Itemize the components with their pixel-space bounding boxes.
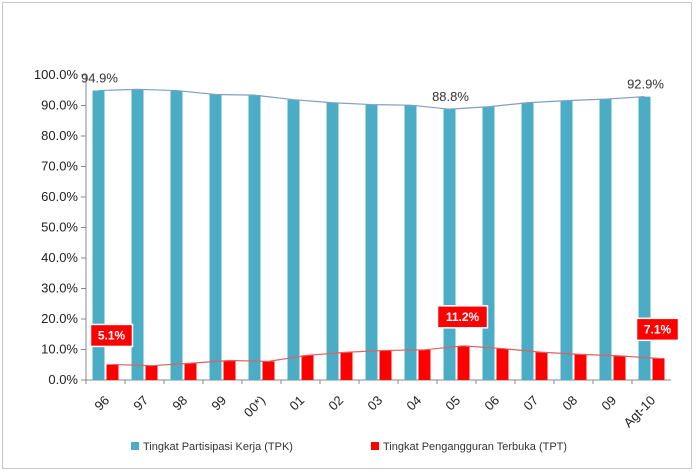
y-tick-label: 80.0% — [41, 128, 78, 143]
tpt-bar — [184, 363, 197, 380]
tpt-data-label: 7.1% — [644, 322, 672, 336]
x-tick-label: 97 — [130, 393, 151, 414]
tpk-bar — [131, 89, 144, 381]
tpt-bar — [457, 345, 470, 380]
tpk-data-label: 88.8% — [432, 89, 469, 104]
x-tick-label: 01 — [286, 393, 307, 414]
tpt-data-label: 5.1% — [98, 328, 126, 342]
tpt-bar — [262, 361, 275, 380]
tpk-bar — [521, 102, 534, 380]
x-tick-label: Agt-10 — [621, 393, 659, 431]
tpt-bar — [535, 352, 548, 380]
tpk-bar — [560, 100, 573, 381]
tpk-bar — [248, 95, 261, 380]
legend-swatch-tpk — [131, 442, 139, 450]
tpk-data-label: 94.9% — [81, 71, 118, 86]
x-tick-label: 98 — [169, 393, 190, 414]
x-tick-label: 96 — [91, 393, 112, 414]
x-tick-label: 03 — [364, 393, 385, 414]
x-tick-label: 07 — [520, 393, 541, 414]
y-tick-label: 90.0% — [41, 98, 78, 113]
tpt-bar — [145, 365, 158, 380]
tpt-trend-line — [112, 345, 659, 367]
tpk-bar — [209, 94, 222, 381]
tpk-bar — [287, 99, 300, 380]
y-tick-label: 60.0% — [41, 189, 78, 204]
x-tick-label: 08 — [559, 393, 580, 414]
y-tick-label: 50.0% — [41, 220, 78, 235]
x-tick-label: 00*) — [241, 393, 268, 420]
tpt-bar — [652, 358, 665, 380]
tpk-bar — [443, 109, 456, 380]
tpt-bar — [574, 354, 587, 380]
y-tick-label: 100.0% — [34, 67, 79, 82]
x-tick-label: 05 — [442, 393, 463, 414]
tpt-bar — [496, 348, 509, 380]
legend-swatch-tpt — [371, 442, 379, 450]
x-tick-label: 06 — [481, 393, 502, 414]
y-tick-label: 30.0% — [41, 281, 78, 296]
tpt-data-label-badge — [436, 305, 489, 329]
tpt-bar — [418, 349, 431, 380]
bar-chart: 0.0% 10.0% 20.0% 30.0% 40.0% 50.0% 60.0% 70.0% 8… — [34, 67, 680, 453]
tpk-bar — [482, 106, 495, 380]
tpk-bar — [92, 90, 105, 381]
y-tick-label: 10.0% — [41, 342, 78, 357]
y-tick-label: 70.0% — [41, 159, 78, 174]
tpk-bar — [170, 90, 183, 381]
tpt-bar — [340, 352, 353, 380]
tpk-bar — [638, 96, 651, 380]
tpt-data-label-badge — [89, 323, 134, 348]
tpk-bar — [365, 104, 378, 381]
x-tick-label: 04 — [403, 393, 424, 414]
tpk-bar — [599, 99, 612, 380]
tpt-bar — [301, 355, 314, 380]
tpk-bar — [326, 102, 339, 380]
tpt-bar — [106, 364, 119, 380]
y-tick-label: 0.0% — [48, 372, 78, 387]
tpt-bar — [613, 355, 626, 380]
legend-label-tpt: Tingkat Pengangguran Terbuka (TPT) — [383, 441, 567, 453]
y-tick-label: 20.0% — [41, 311, 78, 326]
tpt-data-label: 11.2% — [446, 310, 480, 324]
y-tick-label: 40.0% — [41, 250, 78, 265]
chart-frame: 0.0% 10.0% 20.0% 30.0% 40.0% 50.0% 60.0% 70.0% 8… — [2, 2, 692, 469]
legend-label-tpk: Tingkat Partisipasi Kerja (TPK) — [143, 441, 293, 453]
tpt-bar — [223, 360, 236, 380]
tpt-data-label-badge — [635, 317, 680, 342]
tpk-trend-line — [98, 88, 645, 110]
x-tick-label: 09 — [598, 393, 619, 414]
tpk-bar — [404, 105, 417, 380]
tpt-bar — [379, 350, 392, 380]
x-tick-label: 99 — [208, 393, 229, 414]
tpk-data-label: 92.9% — [627, 77, 664, 92]
x-tick-label: 02 — [325, 393, 346, 414]
